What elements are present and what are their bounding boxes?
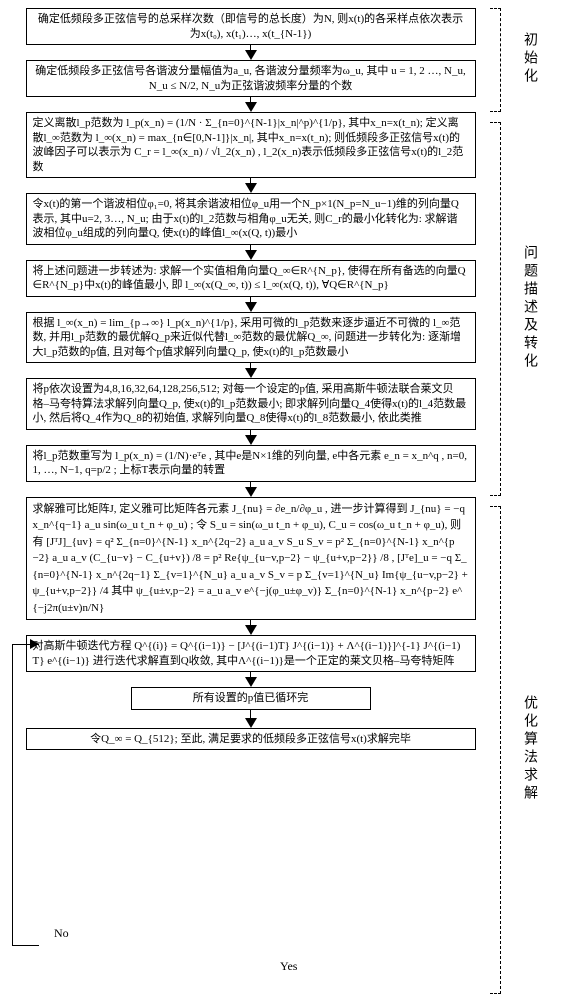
arrow [245, 302, 257, 312]
annot-solver: 优化算法求解 [501, 506, 557, 992]
flow-column: 确定低频段多正弦信号的总采样次数（即信号的总长度）为N, 则x(t)的各采样点依… [8, 8, 493, 750]
box-3: 定义离散l_p范数为 l_p(x_n) = (1/N · Σ_{n=0}^{N-… [26, 112, 476, 178]
annot-init: 初始化 [501, 8, 557, 110]
box-1: 确定低频段多正弦信号的总采样次数（即信号的总长度）为N, 则x(t)的各采样点依… [26, 8, 476, 45]
annot-problem: 问题描述及转化 [501, 122, 557, 494]
box-12: 令Q_∞ = Q_{512}; 至此, 满足要求的低频段多正弦信号x(t)求解完… [26, 728, 476, 751]
arrow [245, 368, 257, 378]
bracket-solver [490, 506, 501, 994]
arrow [245, 625, 257, 635]
arrow [245, 183, 257, 193]
flowchart-root: 初始化 问题描述及转化 优化算法求解 No Yes 确定低频段多正弦信号的总采样… [8, 8, 557, 750]
bracket-problem [490, 122, 501, 496]
box-4: 令x(t)的第一个谐波相位φ₁=0, 将其余谐波相位φ_u用一个N_p×1(N_… [26, 193, 476, 245]
bracket-init [490, 8, 501, 112]
box-7: 将p依次设置为4,8,16,32,64,128,256,512; 对每一个设定的… [26, 378, 476, 430]
arrow [245, 718, 257, 728]
loop-arrow [30, 639, 39, 649]
box-2: 确定低频段多正弦信号各谐波分量幅值为a_u, 各谐波分量频率为ω_u, 其中 u… [26, 60, 476, 97]
arrow [245, 102, 257, 112]
arrow [245, 487, 257, 497]
arrow [245, 50, 257, 60]
arrow [245, 435, 257, 445]
arrow [245, 250, 257, 260]
box-6: 根据 l_∞(x_n) = lim_{p→∞} l_p(x_n)^{1/p}, … [26, 312, 476, 364]
box-9: 求解雅可比矩阵J, 定义雅可比矩阵各元素 J_{nu} = ∂e_n/∂φ_u … [26, 497, 476, 621]
box-8: 将l_p范数重写为 l_p(x_n) = (1/N)·eᵀe , 其中e是N×1… [26, 445, 476, 482]
arrow [245, 677, 257, 687]
label-yes: Yes [280, 959, 297, 974]
box-11-decision: 所有设置的p值已循环完 [131, 687, 371, 710]
box-5: 将上述问题进一步转述为: 求解一个实值相角向量Q_∞∈R^{N_p}, 使得在所… [26, 260, 476, 297]
label-no: No [54, 926, 69, 941]
loop-no-path [12, 644, 39, 946]
box-10: 对高斯牛顿迭代方程 Q^{(i)} = Q^{(i−1)} − [J^{(i−1… [26, 635, 476, 672]
